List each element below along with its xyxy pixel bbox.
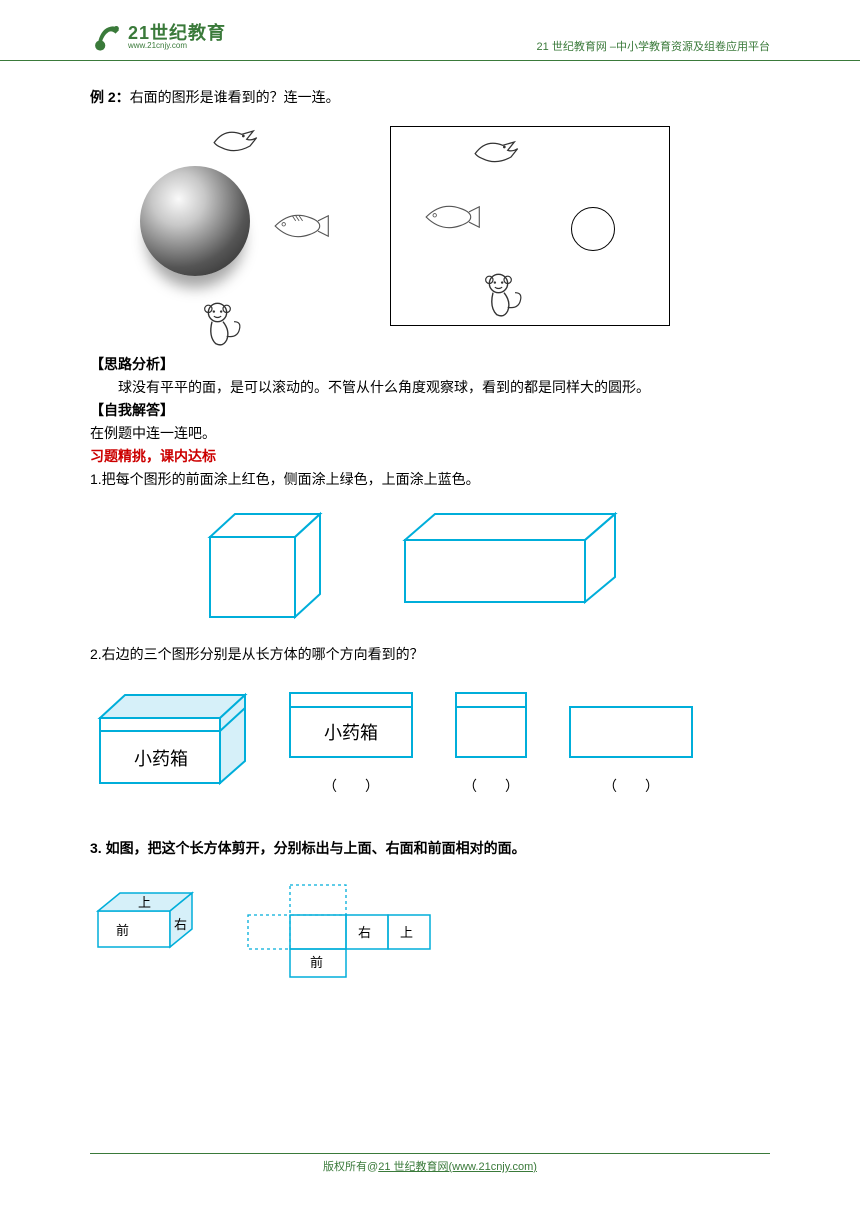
q2-side-view: （ ） — [452, 689, 530, 796]
q2-text: 2.右边的三个图形分别是从长方体的哪个方向看到的？ — [90, 644, 770, 665]
fish-icon — [270, 206, 330, 246]
example2-text: 右面的图形是谁看到的？连一连。 — [130, 89, 340, 105]
q2-top-view: （ ） — [566, 703, 696, 796]
analysis-body: 球没有平平的面，是可以滚动的。不管从什么角度观察球，看到的都是同样大的圆形。 — [90, 377, 770, 398]
bird2-icon — [471, 137, 521, 167]
self-answer-heading: 【自我解答】 — [90, 400, 770, 421]
self-answer-body: 在例题中连一连吧。 — [90, 423, 770, 444]
q3-prefix: 3. — [90, 840, 106, 856]
q2-blank-1: （ ） — [286, 776, 416, 796]
page-header: 21世纪教育 www.21cnjy.com 21 世纪教育网 –中小学教育资源及… — [0, 0, 860, 61]
example2-label: 例 2： — [90, 89, 130, 105]
logo: 21世纪教育 www.21cnjy.com — [90, 20, 226, 54]
sphere-icon — [140, 166, 250, 276]
q2-blank-2: （ ） — [452, 776, 530, 796]
example2-line: 例 2：右面的图形是谁看到的？连一连。 — [90, 87, 770, 108]
header-right-text: 21 世纪教育网 –中小学教育资源及组卷应用平台 — [537, 38, 770, 54]
content: 例 2：右面的图形是谁看到的？连一连。 — [0, 61, 860, 981]
q3-net-front: 前 — [310, 955, 323, 970]
q3-3d-cuboid: 上 右 前 — [90, 881, 210, 961]
q3-figures: 上 右 前 右 上 前 — [90, 881, 770, 981]
analysis-heading: 【思路分析】 — [90, 354, 770, 375]
example2-left-group — [110, 126, 350, 346]
q2-blank-3: （ ） — [566, 776, 696, 796]
q3-label-top: 上 — [138, 895, 151, 910]
example2-right-box — [390, 126, 670, 326]
q2-front-view: 小药箱 （ ） — [286, 689, 416, 796]
q3-net: 右 上 前 — [240, 881, 450, 981]
q1-text: 1.把每个图形的前面涂上红色，侧面涂上绿色，上面涂上蓝色。 — [90, 469, 770, 490]
q3-label-front: 前 — [116, 923, 129, 938]
q2-3d-box: 小药箱 — [90, 683, 250, 796]
q3-label-right: 右 — [174, 917, 187, 932]
logo-icon — [90, 20, 124, 54]
logo-sub: www.21cnjy.com — [128, 42, 226, 50]
cuboid-icon — [390, 502, 630, 612]
cube-icon — [190, 502, 340, 622]
q3-line: 3. 如图，把这个长方体剪开，分别标出与上面、右面和前面相对的面。 — [90, 838, 770, 859]
monkey2-icon — [471, 267, 526, 322]
logo-main: 21世纪教育 — [128, 24, 226, 42]
q1-figures — [190, 502, 770, 622]
page-footer: 版权所有@21 世纪教育网(www.21cnjy.com) — [90, 1153, 770, 1174]
q2-3d-label: 小药箱 — [134, 749, 188, 769]
q2-figures: 小药箱 小药箱 （ ） （ ） （ ） — [90, 683, 770, 796]
q3-text: 如图，把这个长方体剪开，分别标出与上面、右面和前面相对的面。 — [106, 840, 526, 856]
logo-text: 21世纪教育 www.21cnjy.com — [128, 24, 226, 50]
footer-link[interactable]: 21 世纪教育网(www.21cnjy.com) — [378, 1161, 537, 1173]
example2-figures — [110, 126, 750, 346]
bird-icon — [210, 126, 260, 156]
circle-outline-icon — [571, 207, 615, 251]
exercise-title: 习题精挑，课内达标 — [90, 446, 770, 467]
fish2-icon — [421, 197, 481, 237]
q2-front-label: 小药箱 — [324, 723, 378, 743]
footer-prefix: 版权所有@ — [323, 1161, 378, 1173]
monkey-icon — [190, 296, 245, 351]
q3-net-right: 右 — [358, 925, 371, 940]
q3-net-top: 上 — [400, 925, 413, 940]
